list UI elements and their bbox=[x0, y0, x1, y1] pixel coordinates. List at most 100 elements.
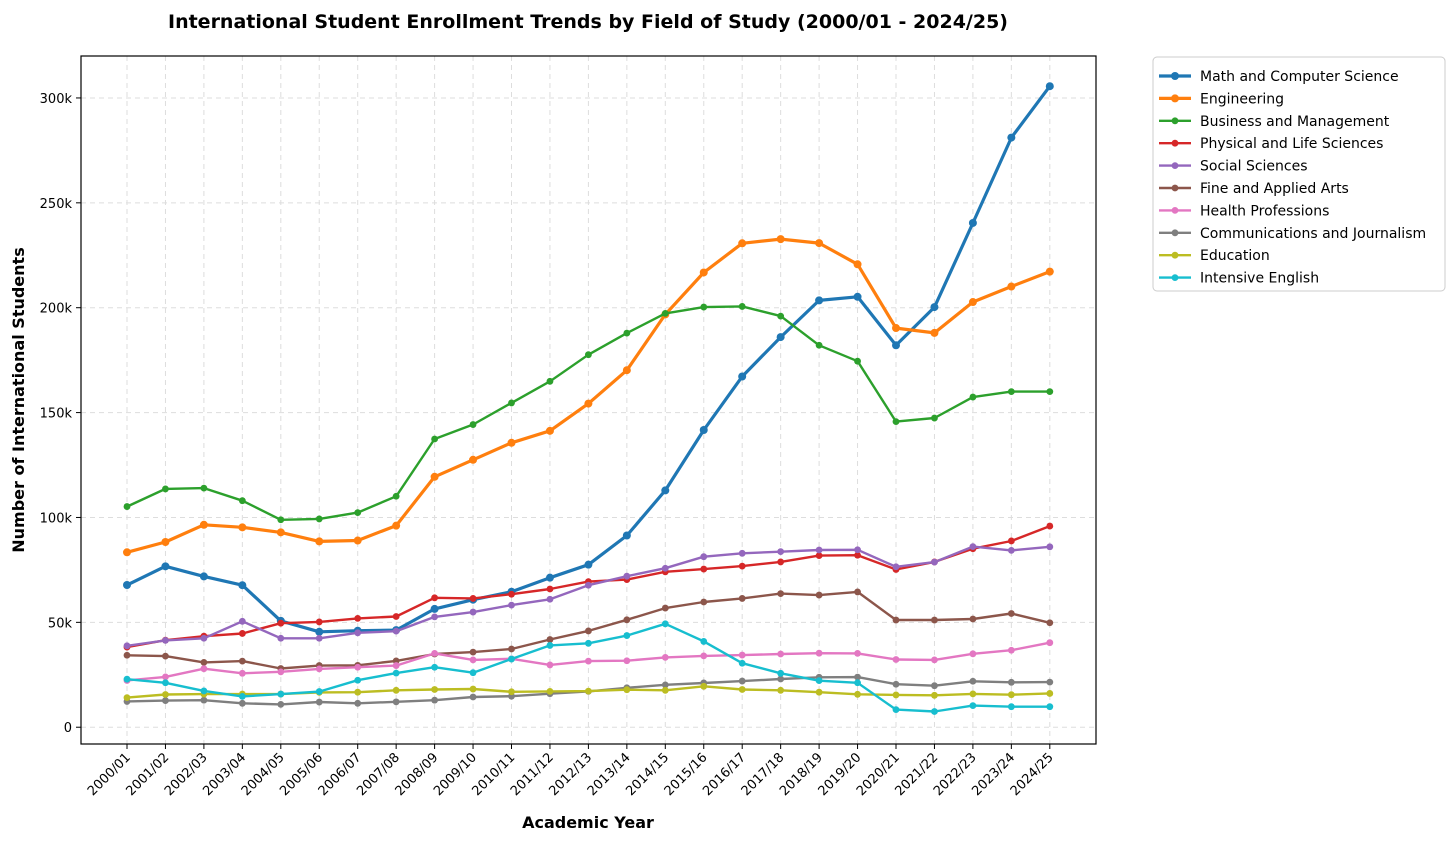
y-tick-label: 300k bbox=[40, 92, 73, 107]
data-point bbox=[854, 649, 861, 657]
data-point bbox=[546, 585, 554, 593]
data-point bbox=[968, 298, 977, 307]
data-point bbox=[854, 357, 861, 365]
y-axis-label: Number of International Students bbox=[9, 247, 28, 552]
y-axis: 0 50k 100k 150k 200k 250k 300k bbox=[40, 92, 81, 736]
data-point bbox=[277, 634, 285, 642]
data-point bbox=[546, 642, 554, 649]
data-point bbox=[1046, 619, 1054, 627]
data-point bbox=[892, 324, 900, 333]
legend-item: Health Professions bbox=[1159, 203, 1329, 219]
data-point bbox=[546, 636, 554, 643]
data-point bbox=[661, 564, 669, 572]
data-point bbox=[661, 309, 669, 317]
data-point bbox=[508, 655, 515, 663]
data-point bbox=[969, 677, 977, 685]
data-point bbox=[546, 661, 554, 669]
data-point bbox=[700, 638, 708, 645]
data-point bbox=[162, 652, 169, 660]
data-point bbox=[931, 616, 938, 624]
data-point bbox=[354, 699, 362, 707]
data-point bbox=[585, 627, 592, 635]
data-point bbox=[431, 594, 438, 602]
data-point bbox=[699, 425, 708, 434]
data-point bbox=[277, 619, 285, 627]
data-point bbox=[854, 690, 861, 698]
data-point bbox=[162, 673, 169, 681]
data-point bbox=[545, 573, 554, 582]
data-point bbox=[892, 341, 900, 350]
data-point bbox=[469, 656, 477, 664]
data-point bbox=[931, 682, 938, 690]
legend-item: Intensive English bbox=[1159, 271, 1319, 287]
data-point bbox=[661, 686, 669, 694]
data-point bbox=[199, 520, 208, 529]
data-point bbox=[431, 686, 438, 693]
data-point bbox=[353, 536, 362, 545]
data-point bbox=[200, 659, 208, 666]
data-point bbox=[123, 675, 131, 683]
data-point bbox=[469, 421, 477, 428]
data-point bbox=[277, 668, 285, 676]
y-tick-label: 150k bbox=[40, 407, 73, 422]
data-point bbox=[930, 328, 939, 337]
data-point bbox=[931, 691, 938, 699]
data-point bbox=[431, 649, 438, 657]
data-point bbox=[277, 700, 285, 708]
data-point bbox=[469, 608, 477, 616]
data-point bbox=[892, 418, 900, 426]
data-point bbox=[969, 702, 977, 710]
legend-item: Business and Management bbox=[1159, 114, 1390, 130]
data-point bbox=[1045, 82, 1054, 91]
data-point bbox=[815, 649, 823, 657]
data-point bbox=[430, 472, 439, 481]
data-point bbox=[199, 572, 208, 581]
data-point bbox=[546, 595, 554, 603]
data-point bbox=[430, 604, 439, 613]
data-point bbox=[700, 652, 708, 660]
series-1 bbox=[123, 235, 1054, 557]
chart-title: International Student Enrollment Trends … bbox=[168, 11, 1008, 33]
data-point bbox=[777, 558, 785, 566]
data-point bbox=[508, 601, 515, 609]
data-point bbox=[738, 372, 747, 381]
data-point bbox=[431, 613, 438, 621]
data-point bbox=[200, 634, 208, 642]
data-point bbox=[162, 697, 169, 704]
data-point bbox=[623, 572, 631, 580]
data-point bbox=[854, 588, 861, 596]
legend-marker bbox=[1171, 207, 1179, 214]
legend-item: Fine and Applied Arts bbox=[1159, 181, 1349, 197]
data-point bbox=[392, 613, 400, 620]
data-point bbox=[892, 706, 900, 713]
data-point bbox=[777, 675, 785, 683]
data-point bbox=[622, 531, 631, 540]
data-point bbox=[661, 604, 669, 612]
legend-marker bbox=[1171, 94, 1179, 103]
legend-marker bbox=[1171, 274, 1179, 281]
data-point bbox=[123, 548, 131, 557]
data-point bbox=[738, 549, 746, 557]
legend-item: Communications and Journalism bbox=[1159, 226, 1426, 242]
data-point bbox=[776, 333, 785, 342]
data-point bbox=[738, 659, 746, 667]
data-point bbox=[1046, 639, 1054, 647]
data-point bbox=[315, 515, 323, 523]
data-point bbox=[200, 696, 208, 704]
data-point bbox=[738, 562, 746, 570]
data-point bbox=[661, 653, 669, 661]
data-point bbox=[315, 537, 324, 546]
series-4 bbox=[123, 543, 1054, 650]
data-point bbox=[431, 663, 438, 671]
data-point bbox=[508, 688, 515, 696]
data-point bbox=[1007, 678, 1015, 686]
data-point bbox=[892, 691, 900, 699]
data-point bbox=[354, 688, 362, 696]
data-point bbox=[969, 543, 977, 551]
data-point bbox=[700, 303, 708, 311]
data-point bbox=[162, 691, 169, 698]
legend-marker bbox=[1171, 117, 1179, 125]
data-point bbox=[892, 680, 900, 688]
data-point bbox=[815, 552, 823, 560]
